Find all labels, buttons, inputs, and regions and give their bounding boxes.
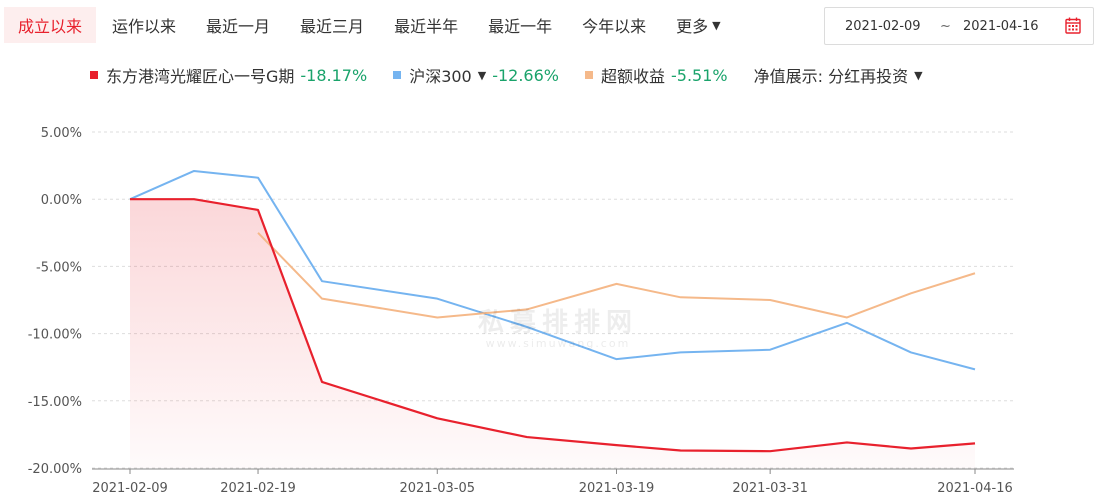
legend-index[interactable]: 沪深300 ▼ -12.66% (393, 63, 559, 87)
fund-area (130, 199, 975, 468)
nav-display-select[interactable]: 净值展示: 分红再投资 ▼ (754, 63, 923, 87)
x-tick-label: 2021-02-19 (220, 481, 296, 496)
series-area-fund (130, 199, 975, 468)
tab-more[interactable]: 更多 ▼ (662, 7, 734, 43)
series-line-2 (257, 232, 976, 319)
y-tick-label: 5.00% (41, 126, 82, 141)
axes: 5.00% 0.00% -5.00% -10.00% -15.00% -20.00% 202… (28, 126, 1014, 496)
y-tick-label: -5.00% (36, 260, 82, 275)
series-line-0 (130, 198, 976, 453)
tab-last-half-year[interactable]: 最近半年 (394, 17, 459, 36)
tab-last-month[interactable]: 最近一月 (206, 17, 271, 36)
tab-since-inception[interactable]: 成立以来 (4, 7, 97, 43)
tab-since-operation[interactable]: 运作以来 (112, 17, 177, 36)
x-tick-label: 2021-03-19 (579, 481, 655, 496)
tab-last-year[interactable]: 最近一年 (488, 17, 553, 36)
legend-excess-swatch (584, 71, 593, 79)
series-line-1 (129, 169, 976, 371)
legend-excess-value: -5.51% (671, 65, 728, 85)
legend-index-value: -12.66% (492, 65, 559, 85)
legend-excess-name: 超额收益 (600, 67, 665, 86)
date-range-picker[interactable]: 2021-02-09 ~ 2021-04-16 (824, 7, 1094, 45)
nav-display-label: 净值展示: 分红再投资 (753, 67, 909, 86)
tab-more-label: 更多 (676, 17, 709, 36)
legend-fund-value: -18.17% (300, 65, 368, 85)
range-tabs: 成立以来 运作以来 最近一月 最近三月 最近半年 最近一年 今年以来 更多 ▼ (4, 6, 737, 44)
legend-fund-swatch (90, 71, 98, 79)
y-tick-label: -15.00% (28, 395, 82, 410)
x-tick-label: 2021-03-05 (399, 481, 475, 496)
tab-last-three-months[interactable]: 最近三月 (300, 17, 365, 36)
y-tick-label: -20.00% (28, 462, 82, 477)
calendar-icon[interactable] (1065, 17, 1081, 34)
chart-legend: 东方港湾光耀匠心一号G期 -18.17% 沪深300 ▼ -12.66% 超额收… (90, 62, 949, 88)
legend-index-name: 沪深300 (409, 67, 472, 86)
chevron-down-icon: ▼ (914, 68, 923, 82)
date-separator: ~ (940, 18, 951, 34)
y-tick-label: 0.00% (41, 193, 82, 208)
x-tick-label: 2021-02-09 (92, 481, 168, 496)
chevron-down-icon[interactable]: ▼ (477, 68, 487, 82)
x-tick-label: 2021-03-31 (732, 481, 808, 496)
series-lines (129, 169, 976, 453)
x-tick-label: 2021-04-16 (937, 481, 1013, 496)
legend-fund-name: 东方港湾光耀匠心一号G期 (106, 67, 295, 86)
legend-fund[interactable]: 东方港湾光耀匠心一号G期 -18.17% (90, 63, 367, 87)
y-tick-label: -10.00% (28, 328, 82, 343)
legend-index-swatch (393, 71, 402, 79)
date-start[interactable]: 2021-02-09 (845, 18, 921, 34)
tab-year-to-date[interactable]: 今年以来 (582, 17, 647, 36)
date-end[interactable]: 2021-04-16 (963, 18, 1039, 34)
chevron-down-icon: ▼ (712, 18, 721, 32)
legend-excess[interactable]: 超额收益 -5.51% (584, 63, 728, 87)
